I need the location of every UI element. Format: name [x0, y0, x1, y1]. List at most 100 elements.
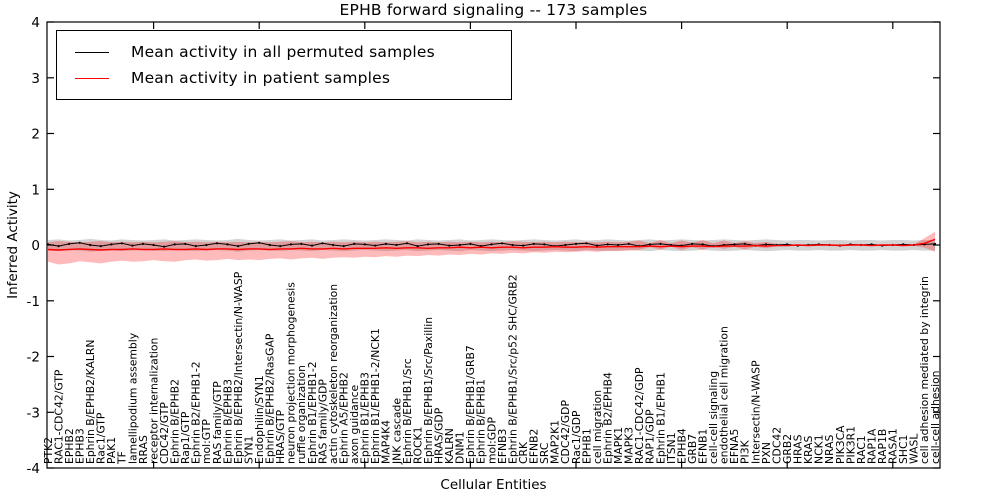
y-tick-label: 3 — [31, 71, 40, 87]
x-category-label: EPHB3 — [74, 428, 87, 464]
permuted-marker — [490, 243, 493, 246]
x-category-label: EFNB1 — [697, 429, 710, 464]
permuted-marker — [532, 242, 535, 245]
permuted-marker — [374, 244, 377, 247]
permuted-marker — [384, 242, 387, 245]
x-category-label: Ephrin B1/EPHB1 — [654, 372, 667, 464]
permuted-marker — [648, 243, 652, 246]
permuted-marker — [701, 243, 704, 246]
x-category-label: KRAS — [802, 435, 815, 464]
legend: Mean activity in all permuted samples Me… — [56, 30, 512, 100]
x-category-label: MAP4K4 — [380, 420, 393, 464]
x-category-label: axon guidance — [348, 385, 361, 464]
permuted-marker — [141, 242, 145, 245]
chart-title: EPHB forward signaling -- 173 samples — [339, 1, 648, 19]
permuted-marker — [564, 243, 567, 247]
x-category-label: Ephrin B/EPHB2/KALRN — [84, 339, 97, 464]
permuted-marker — [268, 243, 271, 247]
permuted-marker — [511, 243, 514, 247]
x-category-label: Rac1/GDP — [570, 410, 583, 464]
x-category-label: Ephrin B/EPHB1/Src — [401, 358, 414, 464]
permuted-marker — [163, 245, 166, 248]
permuted-marker — [110, 243, 113, 246]
permuted-marker — [226, 243, 229, 246]
x-category-label: Intersectin/N-WASP — [749, 360, 762, 464]
permuted-marker — [131, 244, 134, 247]
permuted-marker — [99, 245, 102, 248]
permuted-marker — [733, 243, 736, 246]
permuted-marker — [501, 242, 504, 245]
permuted-marker — [78, 241, 81, 244]
x-category-label: JNK cascade — [390, 398, 403, 465]
permuted-marker — [416, 245, 419, 248]
x-category-label: cell-cell adhesion — [929, 370, 942, 464]
x-category-label: cell-cell signaling — [707, 371, 720, 464]
permuted-marker — [237, 245, 240, 248]
x-category-label: Ephrin B2/EPHB1-2 — [190, 361, 203, 464]
x-category-label: SRC — [538, 443, 551, 464]
x-category-label: Ephrin B1/EPHB1-2/NCK1 — [369, 328, 382, 464]
patient-line-swatch — [75, 77, 109, 79]
x-category-label: SYN1 — [242, 436, 255, 464]
permuted-marker — [691, 242, 694, 245]
permuted-marker — [120, 242, 123, 245]
x-category-label: HRAS — [792, 434, 805, 464]
x-category-label: Ephrin B2/EPHB4 — [602, 372, 615, 464]
x-category-label: KALRN — [443, 428, 456, 464]
x-category-label: PTK2 — [42, 437, 55, 464]
x-category-label: TF — [116, 451, 129, 465]
x-category-label: NRAS — [823, 434, 836, 464]
x-category-label: GRB2 — [781, 434, 794, 464]
x-category-label: RAP1B — [876, 429, 889, 464]
y-tick-label: -1 — [27, 294, 40, 310]
patient-line — [47, 238, 936, 251]
permuted-marker — [353, 242, 356, 245]
permuted-marker — [395, 243, 398, 247]
permuted-marker — [152, 243, 155, 247]
x-category-label: EFNA5 — [728, 429, 741, 464]
x-category-label: Ephrin B/EPHB2 — [169, 379, 182, 464]
x-category-label: Ephrin B/EPHB1 — [475, 379, 488, 464]
permuted-marker — [321, 242, 324, 245]
permuted-marker — [247, 242, 250, 245]
y-tick-label: -3 — [27, 405, 40, 421]
y-tick-label: -2 — [27, 350, 40, 366]
permuted-marker — [184, 242, 187, 245]
x-category-label: RAP1A — [865, 428, 878, 464]
y-tick-label: -4 — [27, 461, 40, 477]
permuted-marker — [89, 243, 92, 247]
x-category-label: PAK1 — [105, 437, 118, 464]
x-category-label: HRAS/GDP — [433, 407, 446, 464]
x-category-label: EFNB2 — [528, 429, 541, 464]
y-tick-label: 1 — [31, 182, 40, 198]
x-category-label: mol:GTP — [200, 419, 213, 464]
x-category-label: EPHB4 — [675, 428, 688, 464]
x-category-label: Ephrin B1/EPHB1-2 — [306, 361, 319, 464]
legend-label-permuted: Mean activity in all permuted samples — [131, 43, 435, 61]
legend-entry-permuted: Mean activity in all permuted samples — [75, 39, 511, 65]
permuted-marker — [437, 242, 440, 245]
x-category-label: RAP1/GDP — [644, 409, 657, 464]
x-category-label: PIK3CA — [834, 425, 847, 464]
x-category-label: Ephrin B/EPHB1/Src/Paxillin — [422, 317, 435, 464]
x-category-label: Ephrin B/EPHB2/Intersectin/N-WASP — [232, 271, 245, 464]
x-category-label: RAS family/GTP — [211, 381, 224, 464]
permuted-marker — [289, 243, 292, 246]
x-category-label: lamellipodium assembly — [126, 332, 139, 464]
permuted-marker — [173, 243, 176, 246]
x-category-label: Endophilin/SYN1 — [253, 375, 266, 464]
x-category-label: HRAS/GTP — [274, 409, 287, 464]
permuted-marker — [522, 244, 525, 247]
permuted-marker — [405, 242, 409, 245]
x-category-label: cell migration — [591, 390, 604, 464]
permuted-marker — [606, 243, 609, 246]
x-category-label: Ephrin B1/EPHB3 — [359, 372, 372, 464]
x-category-label: RAC1 — [855, 435, 868, 464]
x-category-label: ruffle organization — [295, 365, 308, 464]
x-category-label: CDC42/GDP — [559, 400, 572, 464]
x-category-label: EPHB1 — [580, 428, 593, 464]
permuted-marker — [458, 243, 461, 247]
x-category-label: receptor internalization — [147, 338, 160, 464]
x-category-label: DNM1 — [454, 431, 467, 464]
